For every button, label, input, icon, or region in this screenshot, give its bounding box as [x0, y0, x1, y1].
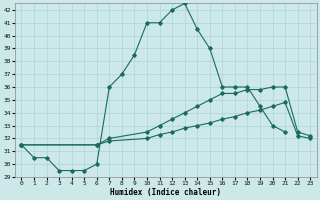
- X-axis label: Humidex (Indice chaleur): Humidex (Indice chaleur): [110, 188, 221, 197]
